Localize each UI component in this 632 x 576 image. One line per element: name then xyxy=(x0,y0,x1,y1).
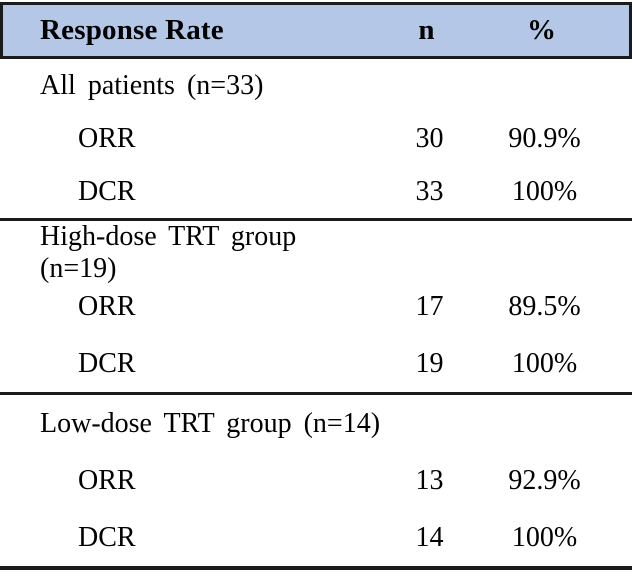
section-low-dose-trt: Low-dose TRT group (n=14) ORR 13 92.9% D… xyxy=(0,395,632,570)
section-title: High-dose TRT group (n=19) xyxy=(40,221,297,284)
section-title-row: High-dose TRT group (n=19) xyxy=(0,221,632,284)
percent-value: 89.5% xyxy=(508,290,581,322)
n-value: 30 xyxy=(415,122,444,154)
section-high-dose-trt: High-dose TRT group (n=19) ORR 17 89.5% … xyxy=(0,221,632,395)
percent-value: 100% xyxy=(511,175,578,207)
percent-value: 90.9% xyxy=(508,122,581,154)
n-value: 17 xyxy=(415,290,444,322)
row-label: ORR xyxy=(78,122,136,154)
row-label: DCR xyxy=(78,521,136,553)
percent-value: 92.9% xyxy=(508,464,581,496)
section-title-row: All patients (n=33) xyxy=(0,59,632,112)
section-title-row: Low-dose TRT group (n=14) xyxy=(0,395,632,452)
n-value: 13 xyxy=(415,464,444,496)
n-value: 33 xyxy=(415,175,444,207)
percent-value: 100% xyxy=(511,521,578,553)
row-label: ORR xyxy=(78,464,136,496)
n-value: 19 xyxy=(415,347,444,379)
section-all-patients: All patients (n=33) ORR 30 90.9% DCR 33 … xyxy=(0,59,632,221)
section-title: Low-dose TRT group (n=14) xyxy=(40,407,381,439)
column-header-response-rate: Response Rate xyxy=(40,14,224,46)
percent-value: 100% xyxy=(511,347,578,379)
table-row: ORR 13 92.9% xyxy=(0,452,632,509)
table-row: ORR 30 90.9% xyxy=(0,112,632,165)
table-row: DCR 19 100% xyxy=(0,335,632,392)
column-header-percent: % xyxy=(527,14,556,46)
table-row: DCR 33 100% xyxy=(0,165,632,218)
n-value: 14 xyxy=(415,521,444,553)
row-label: ORR xyxy=(78,290,136,322)
table-row: DCR 14 100% xyxy=(0,509,632,566)
table-header-row: Response Rate n % xyxy=(0,2,632,59)
column-header-n: n xyxy=(418,14,435,46)
table-row: ORR 17 89.5% xyxy=(0,278,632,335)
row-label: DCR xyxy=(78,347,136,379)
row-label: DCR xyxy=(78,175,136,207)
section-title: All patients (n=33) xyxy=(40,69,264,101)
